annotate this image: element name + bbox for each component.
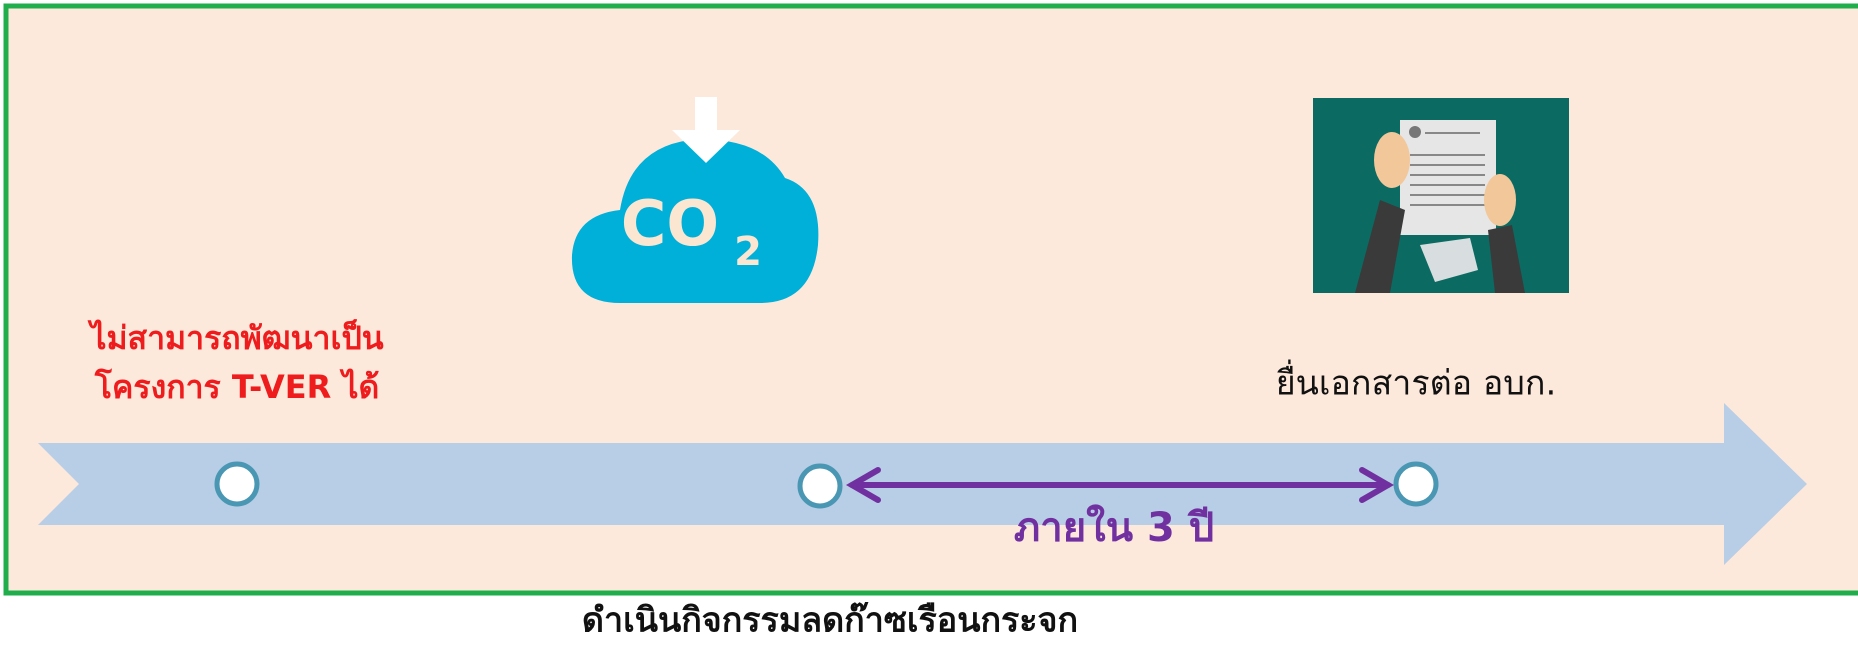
milestone xyxy=(1396,464,1436,504)
paper-dot xyxy=(1409,126,1421,138)
down-arrow-stem xyxy=(695,97,717,132)
caption: ดำเนินกิจกรรมลดก๊าซเรือนกระจก xyxy=(582,601,1078,641)
right-note: ยื่นเอกสารต่อ อบก. xyxy=(1276,360,1557,404)
right-hand xyxy=(1484,174,1516,226)
milestone xyxy=(800,466,840,506)
icon-sub-text: 2 xyxy=(734,229,762,275)
left-note-line1: ไม่สามารถพัฒนาเป็น xyxy=(87,318,383,357)
icon-main-text: CO xyxy=(621,187,719,260)
duration-label: ภายใน 3 ปี xyxy=(1014,504,1214,551)
left-note-line2: โครงการ T-VER ได้ xyxy=(94,368,379,406)
page: ไม่สามารถพัฒนาเป็น โครงการ T-VER ได้ CO … xyxy=(0,0,1858,641)
diagram: ไม่สามารถพัฒนาเป็น โครงการ T-VER ได้ CO … xyxy=(0,0,1858,641)
document-picture xyxy=(1313,98,1569,293)
milestone xyxy=(217,464,257,504)
left-hand xyxy=(1374,132,1410,188)
